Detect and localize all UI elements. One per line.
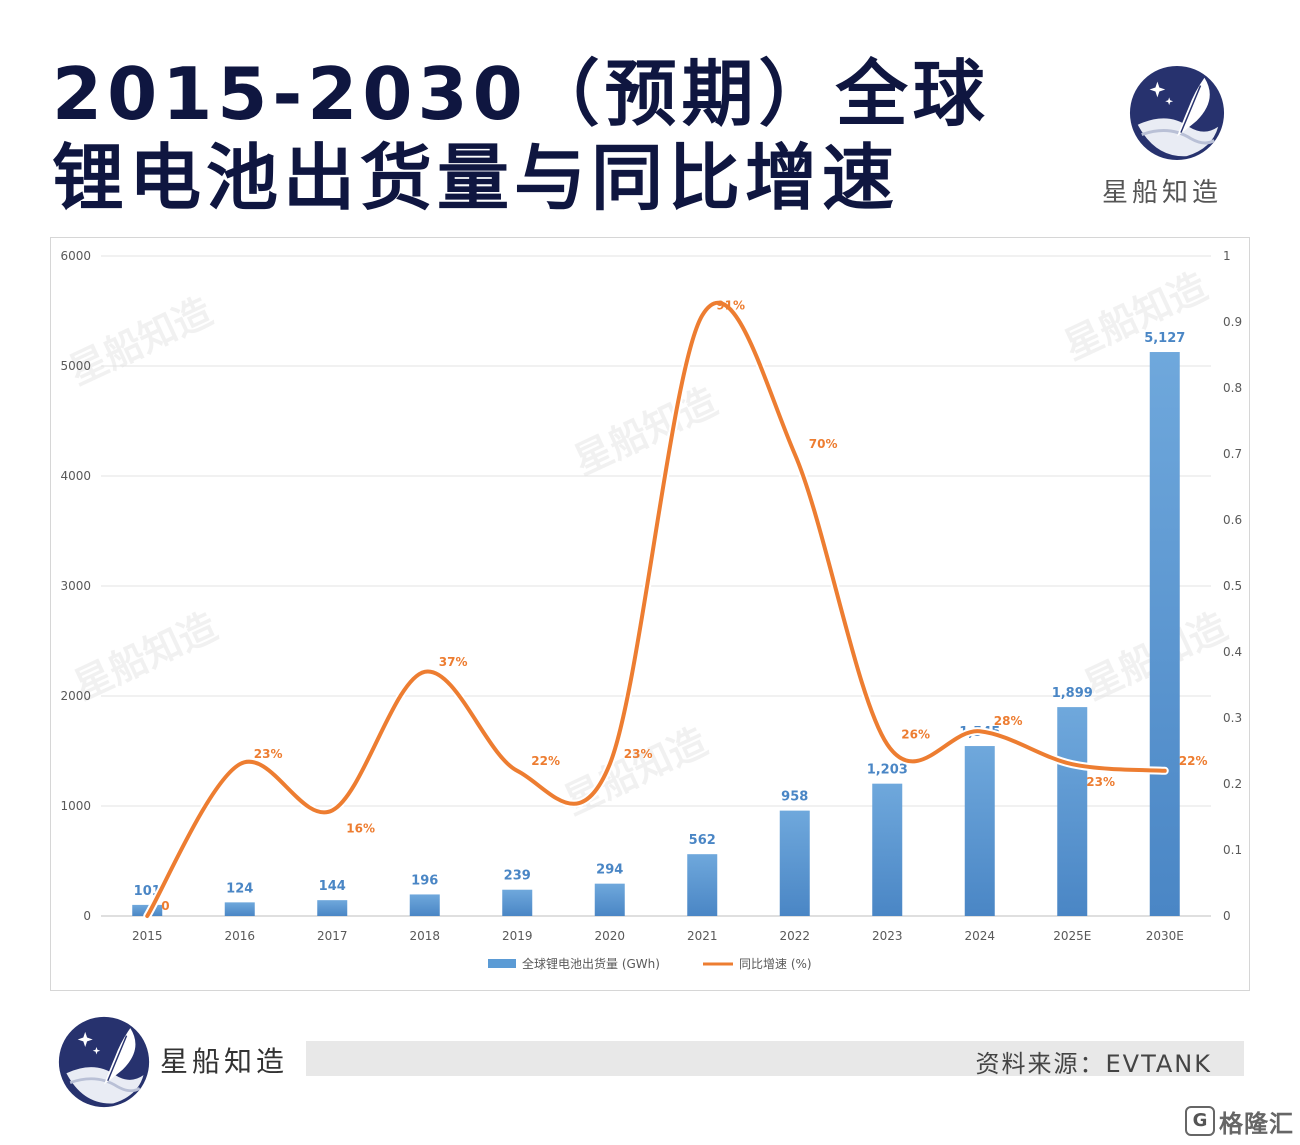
line-data-label: 23% [254, 747, 283, 761]
x-tick-label: 2030E [1146, 929, 1184, 943]
y-left-tick-label: 3000 [60, 579, 91, 593]
legend-bar-swatch [488, 959, 516, 968]
x-tick-label: 2023 [872, 929, 903, 943]
line-data-label: 70% [809, 437, 838, 451]
bar-data-label: 1,899 [1052, 686, 1093, 701]
legend-bar-label: 全球锂电池出货量 (GWh) [522, 956, 660, 971]
bar-data-label: 294 [596, 863, 623, 878]
line-data-label: 22% [1179, 754, 1208, 768]
line-data-label: 22% [531, 754, 560, 768]
watermark-text: 星船知造 [62, 289, 218, 393]
y-right-tick-label: 0.6 [1223, 513, 1242, 527]
bar [594, 883, 625, 916]
line-data-label: 0 [161, 899, 169, 913]
quill-moon-icon [1129, 65, 1225, 161]
series-line [145, 300, 1167, 918]
y-right-tick-label: 0.1 [1223, 843, 1242, 857]
x-tick-label: 2024 [964, 929, 995, 943]
watermark-text: 星船知造 [557, 719, 713, 823]
brand-name-top: 星船知造 [1102, 178, 1223, 208]
x-tick-label: 2022 [779, 929, 810, 943]
y-right-tick-label: 0 [1223, 909, 1231, 923]
line-data-label: 16% [346, 821, 375, 835]
bar [409, 894, 440, 916]
page-title: 2015-2030（预期）全球 锂电池出货量与同比增速 [52, 52, 1052, 220]
x-tick-label: 2015 [132, 929, 163, 943]
y-left-tick-label: 0 [83, 909, 91, 923]
y-right-tick-label: 0.8 [1223, 381, 1242, 395]
y-left-tick-label: 4000 [60, 469, 91, 483]
source-text: 资料来源：EVTANK [975, 1050, 1212, 1078]
bar-data-label: 196 [411, 873, 438, 888]
y-right-tick-label: 0.5 [1223, 579, 1242, 593]
quill-moon-icon [58, 1016, 150, 1108]
source-bar: 资料来源：EVTANK [306, 1041, 1244, 1078]
y-right-tick-label: 0.7 [1223, 447, 1242, 461]
line-data-label: 37% [439, 655, 468, 669]
line-data-label: 91% [716, 298, 745, 312]
watermark-text: 星船知造 [567, 379, 723, 483]
bar [872, 783, 903, 916]
bar [502, 889, 533, 916]
y-right-tick-label: 0.9 [1223, 315, 1242, 329]
bar [687, 854, 718, 916]
y-left-tick-label: 1000 [60, 799, 91, 813]
bar-data-label: 5,127 [1144, 331, 1185, 346]
x-tick-label: 2016 [224, 929, 255, 943]
publisher-badge: G 格隆汇 [1185, 1105, 1294, 1138]
title-line-2: 锂电池出货量与同比增速 [52, 136, 900, 220]
bar [224, 902, 255, 916]
x-tick-label: 2019 [502, 929, 533, 943]
watermark-text: 星船知造 [1057, 264, 1213, 368]
line-data-label: 28% [994, 714, 1023, 728]
bar-data-label: 562 [689, 833, 716, 848]
x-tick-label: 2021 [687, 929, 718, 943]
bar [317, 900, 348, 916]
brand-name-footer: 星船知造 [160, 1045, 289, 1078]
x-tick-label: 2018 [409, 929, 440, 943]
legend-line-label: 同比增速 (%) [739, 957, 812, 971]
combo-chart: 星船知造星船知造星船知造星船知造星船知造星船知造0100020003000400… [60, 249, 1242, 971]
title-line-1: 2015-2030（预期）全球 [52, 52, 990, 136]
bar-data-label: 1,203 [867, 763, 908, 778]
bar [1057, 707, 1088, 916]
y-right-tick-label: 0.2 [1223, 777, 1242, 791]
y-left-tick-label: 6000 [60, 249, 91, 263]
bar [779, 810, 810, 916]
bar [1149, 352, 1180, 916]
y-left-tick-label: 2000 [60, 689, 91, 703]
bar-data-label: 958 [781, 790, 808, 805]
line-data-label: 23% [624, 747, 653, 761]
chart-frame: 星船知造星船知造星船知造星船知造星船知造星船知造0100020003000400… [50, 237, 1250, 991]
bar-data-label: 124 [226, 881, 253, 896]
bar-data-label: 144 [319, 879, 346, 894]
x-tick-label: 2025E [1053, 929, 1091, 943]
y-left-tick-label: 5000 [60, 359, 91, 373]
line-data-label: 23% [1086, 775, 1115, 789]
publisher-name: 格隆汇 [1219, 1109, 1294, 1138]
x-tick-label: 2017 [317, 929, 348, 943]
y-right-tick-label: 1 [1223, 249, 1231, 263]
bar [964, 746, 995, 916]
y-right-tick-label: 0.4 [1223, 645, 1242, 659]
series-line-halo [143, 298, 1169, 920]
publisher-logo-icon: G [1185, 1106, 1215, 1136]
x-tick-label: 2020 [594, 929, 625, 943]
bar-data-label: 239 [504, 869, 531, 884]
line-data-label: 26% [901, 727, 930, 741]
y-right-tick-label: 0.3 [1223, 711, 1242, 725]
